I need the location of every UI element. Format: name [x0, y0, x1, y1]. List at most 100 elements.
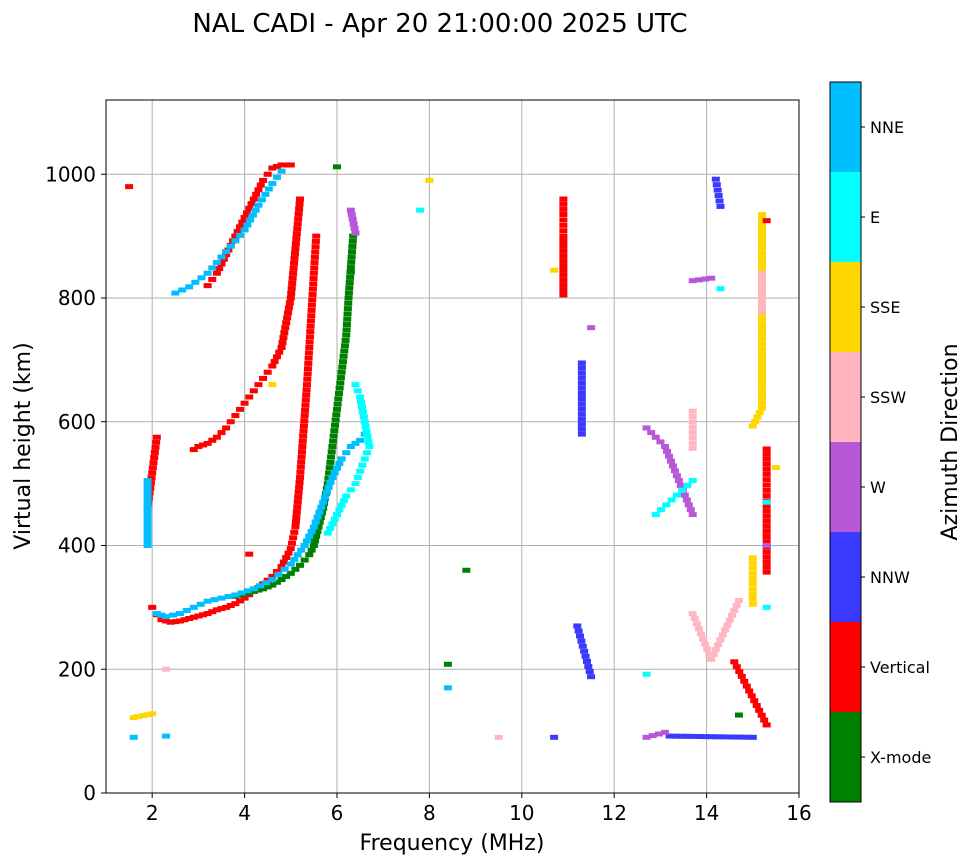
echo-point	[148, 470, 157, 476]
echo-point	[359, 414, 368, 420]
echo-point	[125, 184, 134, 190]
echo-point	[295, 201, 304, 207]
echo-point	[351, 481, 360, 487]
echo-point	[298, 438, 307, 444]
echo-point	[716, 203, 725, 209]
echo-point	[732, 602, 741, 608]
echo-point	[307, 529, 316, 535]
echo-point	[657, 507, 666, 513]
plot-frame	[105, 99, 800, 794]
echo-point	[758, 255, 767, 261]
echo-point	[559, 253, 568, 259]
echo-point	[758, 366, 767, 372]
echo-point	[559, 263, 568, 269]
echo-point	[249, 586, 258, 592]
echo-point	[331, 422, 340, 428]
echo-point	[254, 382, 263, 388]
echo-point	[217, 430, 226, 436]
echo-point	[254, 587, 263, 593]
echo-point	[758, 351, 767, 357]
echo-point	[762, 528, 771, 534]
echo-point	[758, 375, 767, 381]
echo-point	[309, 543, 318, 548]
echo-point	[305, 533, 314, 539]
echo-point	[651, 512, 660, 518]
echo-point	[758, 316, 767, 322]
echo-point	[299, 428, 308, 434]
echo-point	[758, 260, 767, 266]
echo-point	[306, 318, 315, 324]
echo-point	[297, 454, 306, 460]
echo-point	[358, 462, 367, 468]
echo-point	[197, 275, 206, 281]
echo-point	[312, 533, 321, 539]
colorbar-swatch	[830, 352, 861, 442]
echo-point	[762, 569, 771, 575]
echo-point	[180, 617, 189, 623]
echo-point	[416, 207, 425, 213]
echo-point	[577, 421, 586, 427]
echo-point	[203, 270, 212, 276]
echo-point	[762, 539, 771, 545]
echo-point	[311, 538, 320, 544]
echo-point	[363, 434, 372, 440]
echo-point	[162, 733, 171, 739]
echo-point	[343, 311, 352, 317]
colorbar-label: W	[870, 478, 886, 497]
echo-point	[762, 508, 771, 514]
echo-point	[585, 669, 594, 675]
y-axis-label: Virtual height (km)	[11, 342, 36, 549]
echo-point	[299, 433, 308, 439]
echo-point	[304, 350, 313, 356]
echo-point	[577, 360, 586, 366]
echo-point	[222, 252, 231, 258]
echo-point	[647, 430, 656, 436]
echo-point	[277, 168, 286, 174]
echo-point	[578, 643, 587, 649]
echo-point	[346, 444, 355, 449]
echo-point	[301, 397, 310, 403]
echo-point	[758, 356, 767, 362]
echo-point	[291, 566, 300, 572]
echo-point	[758, 405, 767, 411]
echo-point	[771, 465, 780, 471]
echo-point	[559, 222, 568, 228]
echo-point	[692, 621, 701, 627]
echo-point	[143, 523, 152, 529]
echo-point	[728, 612, 737, 618]
echo-point	[730, 607, 739, 613]
echo-point	[755, 410, 764, 416]
echo-point	[671, 733, 680, 739]
echo-point	[494, 734, 503, 740]
echo-point	[688, 440, 697, 446]
echo-point	[235, 232, 244, 238]
echo-point	[748, 570, 757, 576]
echo-point	[577, 375, 586, 381]
echo-point	[293, 221, 302, 227]
colorbar-label: SSW	[870, 388, 906, 407]
echo-point	[360, 456, 369, 462]
echo-point	[148, 711, 157, 717]
echo-point	[696, 631, 705, 637]
echo-point	[203, 440, 212, 446]
echo-point	[284, 550, 293, 556]
echo-point	[353, 474, 362, 480]
echo-point	[683, 733, 692, 739]
echo-point	[338, 359, 347, 365]
echo-point	[707, 275, 716, 281]
echo-point	[240, 215, 249, 221]
echo-point	[344, 290, 353, 296]
echo-point	[275, 349, 284, 355]
echo-point	[286, 162, 295, 168]
echo-point	[587, 325, 596, 331]
echo-point	[235, 406, 244, 412]
echo-point	[291, 241, 300, 247]
echo-point	[212, 607, 221, 613]
echo-point	[350, 225, 359, 231]
echo-point	[559, 277, 568, 283]
echo-point	[224, 594, 233, 600]
colorbar-frame	[829, 81, 862, 803]
echo-point	[299, 423, 308, 429]
echo-point	[351, 382, 360, 388]
echo-point	[233, 228, 242, 234]
